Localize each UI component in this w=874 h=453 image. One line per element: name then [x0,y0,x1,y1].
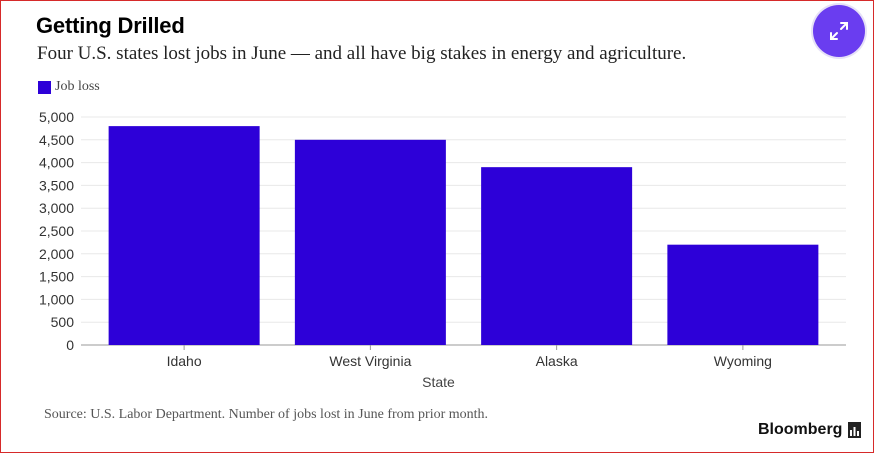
legend-swatch [38,80,51,94]
x-tick-label: Alaska [536,353,578,369]
chart-title: Getting Drilled [36,13,185,38]
bar-west-virginia [294,139,446,345]
y-tick-label: 500 [51,314,75,330]
brand-name: Bloomberg [758,421,843,438]
bar-chart: 0 500 1,000 1,500 2,000 2,500 3,000 3,500 4,000 4… [39,109,846,390]
x-axis-label: State [422,374,455,390]
y-tick-label: 3,500 [39,177,74,193]
y-tick-label: 1,000 [39,291,74,307]
y-tick-label: 4,500 [39,132,74,148]
chart-legend: Job loss [38,79,100,95]
x-tick-label: Idaho [167,353,202,369]
y-tick-label: 0 [66,337,74,353]
expand-button[interactable] [813,5,865,57]
y-tick-label: 3,000 [39,200,74,216]
y-tick-label: 4,000 [39,155,74,171]
y-tick-label: 1,500 [39,269,74,285]
x-tick-label: West Virginia [329,353,411,369]
y-tick-label: 2,000 [39,246,74,262]
bar-alaska [481,167,633,345]
bar-idaho [108,126,260,346]
y-tick-label: 2,500 [39,223,74,239]
bloomberg-terminal-icon [848,422,862,438]
legend-label: Job loss [55,79,100,94]
source-note: Source: U.S. Labor Department. Number of… [44,407,489,422]
y-tick-label: 5,000 [39,109,74,125]
brand-logo: Bloomberg [758,421,862,439]
chart-subtitle: Four U.S. states lost jobs in June — and… [37,43,687,64]
bar-wyoming [667,244,819,345]
x-tick-label: Wyoming [714,353,772,369]
expand-arrows-icon [830,22,848,40]
